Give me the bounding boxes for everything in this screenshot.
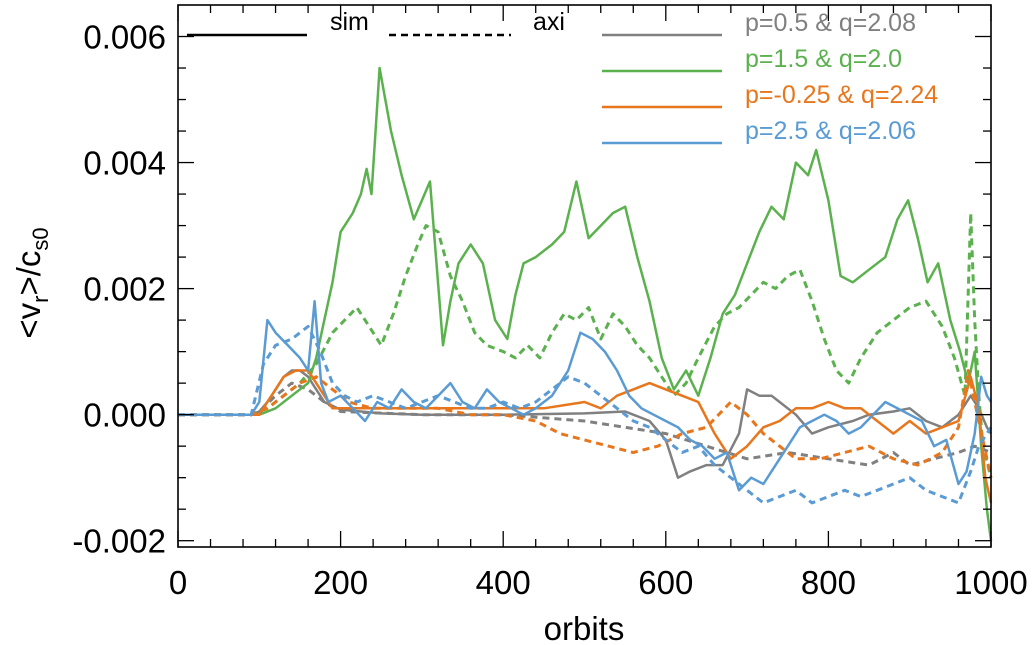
x-tick-label: 600 <box>638 564 693 601</box>
legend-series-label-2: p=-0.25 & q=2.24 <box>745 81 938 109</box>
series-sim-line-1 <box>178 66 993 541</box>
series-axi-line-2 <box>178 369 993 479</box>
x-axis-label: orbits <box>544 610 625 645</box>
x-tick-label: 200 <box>313 564 368 601</box>
series-axi-line-0 <box>178 381 992 467</box>
y-axis-label: <vr>/cs0 <box>10 227 53 338</box>
y-tick-label: -0.002 <box>72 523 166 560</box>
y-tick-label: 0.004 <box>83 145 166 182</box>
series-axi-line-1 <box>178 211 993 479</box>
plot-frame <box>177 4 992 548</box>
legend-axi-label: axi <box>533 8 565 36</box>
legend-series-label-1: p=1.5 & q=2.0 <box>745 45 902 73</box>
series-axi-line-3 <box>178 324 993 505</box>
x-tick-label: 1000 <box>954 564 1027 601</box>
plot-lines <box>178 66 993 541</box>
legend: sim axi p=0.5 & q=2.08 p=1.5 & q=2.0 p=-0.… <box>187 8 938 145</box>
legend-sim-label: sim <box>330 8 369 36</box>
x-tick-label: 800 <box>801 564 856 601</box>
ticks <box>177 5 992 547</box>
y-tick-label: 0.006 <box>83 19 166 56</box>
legend-series-label-0: p=0.5 & q=2.08 <box>745 9 916 37</box>
legend-series-label-3: p=2.5 & q=2.06 <box>745 117 916 145</box>
x-tick-label: 400 <box>476 564 531 601</box>
x-tick-label: 0 <box>169 564 187 601</box>
tick-labels: 0 200 400 600 800 1000 -0.002 0.000 0.002 0.004 0.… <box>72 19 1027 601</box>
y-tick-label: 0.000 <box>83 397 166 434</box>
y-tick-label: 0.002 <box>83 271 166 308</box>
series-sim-line-2 <box>178 369 993 504</box>
series-sim-line-3 <box>178 299 993 492</box>
